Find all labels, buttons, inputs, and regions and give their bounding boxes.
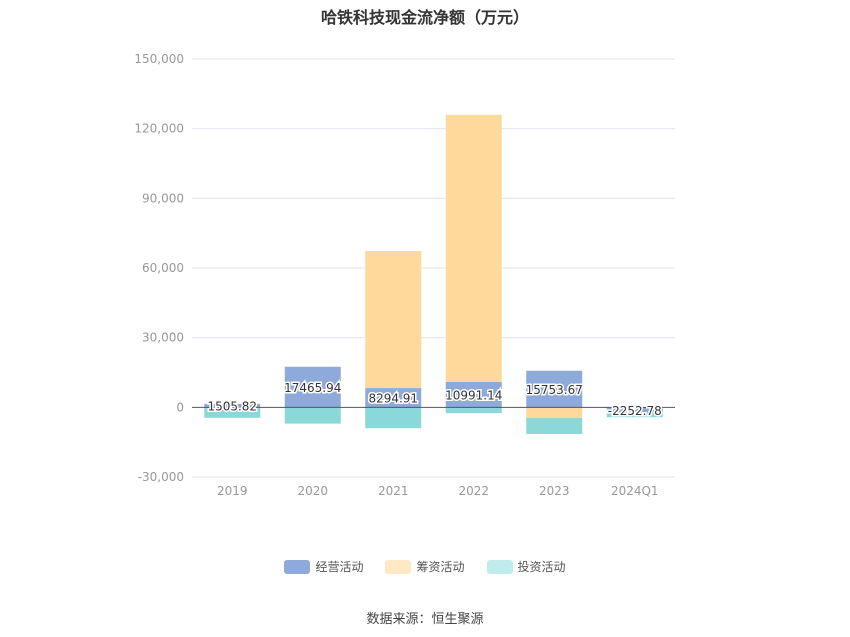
bar-2024Q1-series-0[interactable] <box>606 407 663 413</box>
data-label: 10991.14 <box>445 389 502 403</box>
bar-2021-series-0[interactable] <box>365 388 422 408</box>
legend-swatch-financing <box>385 559 412 574</box>
y-tick-label: 0 <box>176 400 184 414</box>
bars <box>204 114 663 435</box>
legend-label-financing: 筹资活动 <box>416 560 465 574</box>
legend: 经营活动 筹资活动 投资活动 <box>0 558 850 575</box>
chart-title: 哈铁科技现金流净额（万元） <box>320 8 529 27</box>
legend-label-investing: 投资活动 <box>517 560 566 574</box>
data-labels: 1505.82 17465.94 8294.91 10991.14 15753.67 -2… <box>206 380 663 420</box>
x-tick-label: 2023 <box>539 484 570 498</box>
grid-lines <box>192 58 675 478</box>
legend-item-financing[interactable]: 筹资活动 <box>385 558 465 575</box>
legend-label-operating: 经营活动 <box>315 560 364 574</box>
data-label: 15753.67 <box>526 383 583 397</box>
data-label: -2252.78 <box>608 404 662 418</box>
bar-2023-series-1[interactable] <box>526 407 583 418</box>
x-tick-label: 2021 <box>378 484 409 498</box>
x-tick-label: 2019 <box>217 484 248 498</box>
bar-2021-series-2[interactable] <box>365 407 422 429</box>
x-tick-label: 2022 <box>458 484 489 498</box>
bar-2019-series-2[interactable] <box>204 407 261 418</box>
legend-swatch-operating <box>284 559 311 574</box>
legend-swatch-investing <box>486 559 513 574</box>
axis-ticks: -30,000 0 30,000 60,000 90,000 120,000 150,000… <box>134 52 658 498</box>
bar-2022-series-0[interactable] <box>445 381 502 408</box>
data-label: 17465.94 <box>284 381 341 395</box>
bar-2022-series-2[interactable] <box>445 407 502 414</box>
x-tick-label: 2020 <box>297 484 328 498</box>
bar-2021-series-1[interactable] <box>365 251 422 389</box>
bar-2020-series-2[interactable] <box>284 407 341 424</box>
x-tick-label: 2024Q1 <box>611 484 659 498</box>
y-tick-label: 90,000 <box>142 191 184 205</box>
data-label: 1505.82 <box>207 400 257 414</box>
y-tick-label: 60,000 <box>142 261 184 275</box>
bar-2023-series-0[interactable] <box>526 370 583 408</box>
bar-2024Q1-series-2[interactable] <box>606 412 663 418</box>
legend-item-operating[interactable]: 经营活动 <box>284 558 363 575</box>
y-tick-label: 120,000 <box>134 122 184 136</box>
bar-2022-series-1[interactable] <box>445 114 502 382</box>
legend-item-investing[interactable]: 投资活动 <box>486 558 566 575</box>
bar-2020-series-0[interactable] <box>284 366 341 408</box>
bar-2023-series-2[interactable] <box>526 417 583 435</box>
bar-2019-series-0[interactable] <box>204 403 261 408</box>
data-label: 8294.91 <box>368 392 418 406</box>
y-tick-label: 150,000 <box>134 52 184 66</box>
y-tick-label: -30,000 <box>138 470 184 484</box>
source-note: 数据来源：恒生聚源 <box>366 612 484 627</box>
y-tick-label: 30,000 <box>142 331 184 345</box>
